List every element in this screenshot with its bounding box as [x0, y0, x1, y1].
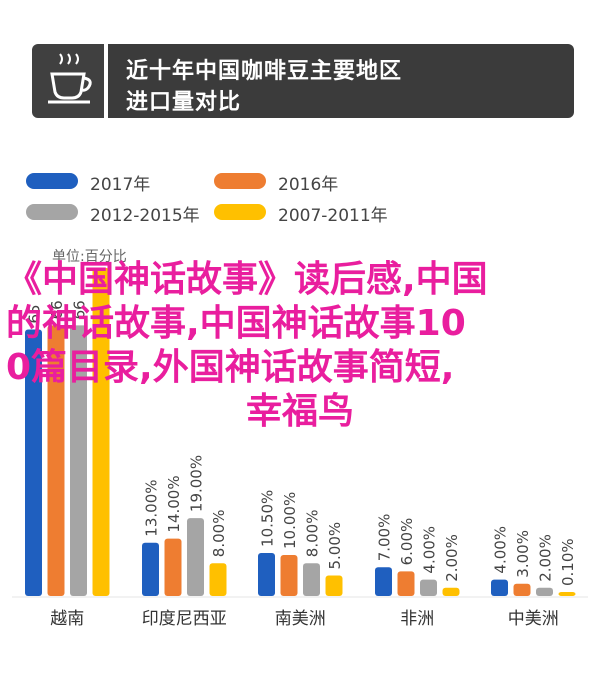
legend-label: 2012-2015年: [90, 206, 200, 226]
data-label: 66: [48, 300, 66, 319]
data-label: 2.00%: [537, 534, 555, 582]
data-label: 5.00%: [326, 522, 344, 570]
legend-swatch: [26, 173, 78, 189]
bar: [92, 268, 110, 596]
bar: [420, 579, 437, 596]
bar: [209, 563, 227, 596]
data-label: 4.00%: [492, 526, 510, 574]
bar: [164, 538, 182, 596]
title-panel: 近十年中国咖啡豆主要地区 进口量对比: [108, 44, 574, 118]
data-label: 2.00%: [443, 534, 461, 582]
data-label: 8.00%: [210, 510, 228, 558]
category-label: 印度尼西亚: [142, 609, 227, 629]
legend-label: 2016年: [278, 175, 339, 195]
legend-swatch: [214, 173, 266, 189]
bar: [491, 579, 508, 596]
bar: [280, 555, 298, 596]
bar: [142, 542, 159, 596]
chart-title-line2: 进口量对比: [126, 90, 242, 115]
category-label: 非洲: [400, 609, 434, 629]
chart-title-line1: 近十年中国咖啡豆主要地区: [126, 59, 403, 84]
category-label: 中美洲: [508, 609, 559, 629]
bar: [536, 587, 553, 596]
data-label: 8.00%: [304, 510, 322, 558]
bar: [325, 575, 343, 596]
bar: [258, 552, 275, 596]
data-label: 0.10%: [559, 538, 577, 586]
data-label: 19.00%: [188, 455, 206, 512]
overlay-line-1: 《中国神话故事》读后感,中国: [6, 259, 488, 300]
bar: [558, 592, 576, 596]
overlay-line-2: 的神话故事,中国神话故事10: [6, 303, 466, 344]
bar: [25, 329, 42, 596]
coffee-cup-icon: [48, 53, 92, 104]
data-label: 4.00%: [421, 526, 439, 574]
unit-label: 单位:百分比: [52, 249, 127, 265]
data-label: 66: [71, 300, 89, 319]
bar: [513, 583, 531, 596]
bar: [47, 325, 65, 596]
bar: [187, 518, 204, 596]
data-label: 3.00%: [514, 530, 532, 578]
category-label: 越南: [50, 609, 84, 629]
legend-label: 2017年: [90, 175, 151, 195]
chart-header: 近十年中国咖啡豆主要地区 进口量对比: [32, 44, 574, 118]
legend-swatch: [214, 204, 266, 220]
data-label: 10.00%: [281, 492, 299, 549]
data-label: 65: [26, 304, 44, 323]
legend-swatch: [26, 204, 78, 220]
bar: [303, 563, 320, 596]
overlay-line-3: 0篇目录,外国神话故事简短,: [6, 347, 455, 388]
data-label: 14.00%: [165, 475, 183, 532]
bar: [70, 325, 87, 596]
bar: [375, 567, 392, 596]
data-label: 7.00%: [376, 514, 394, 562]
data-label: 6.00%: [398, 518, 416, 566]
overlay-text: 《中国神话故事》读后感,中国 的神话故事,中国神话故事10 0篇目录,外国神话故…: [6, 258, 594, 434]
bar: [397, 571, 415, 596]
data-label: 13.00%: [143, 479, 161, 536]
category-label: 南美洲: [275, 609, 326, 629]
bar: [442, 587, 460, 596]
legend-label: 2007-2011年: [278, 206, 388, 226]
overlay-line-4: 幸福鸟: [245, 391, 354, 432]
icon-panel: [32, 44, 104, 118]
data-label: 10.50%: [259, 490, 277, 547]
